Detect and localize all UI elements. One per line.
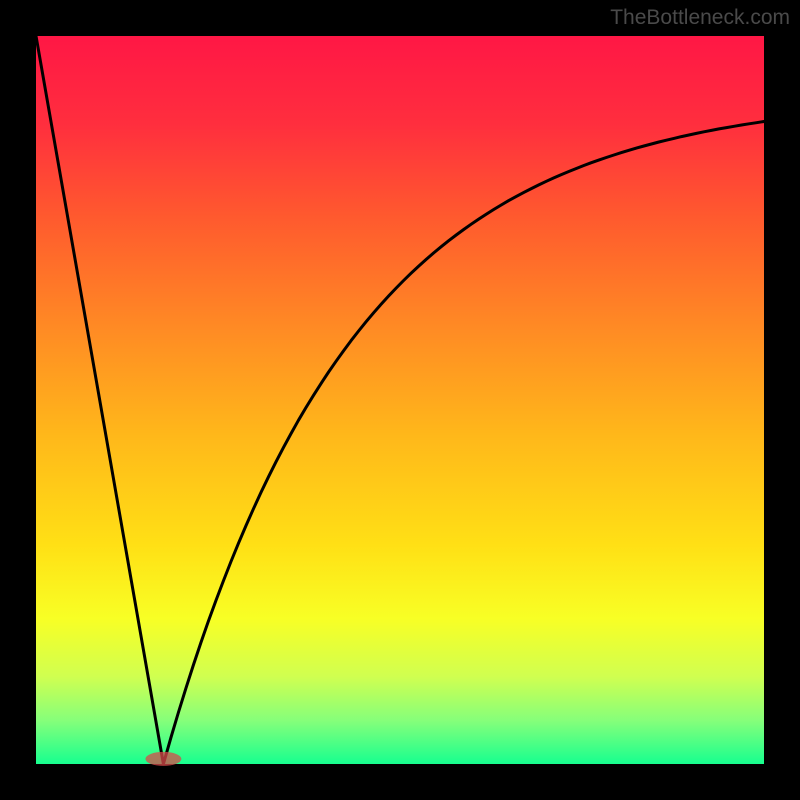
optimal-point-marker [145,752,181,766]
bottleneck-chart [0,0,800,800]
chart-container: TheBottleneck.com [0,0,800,800]
attribution-text: TheBottleneck.com [610,6,790,30]
